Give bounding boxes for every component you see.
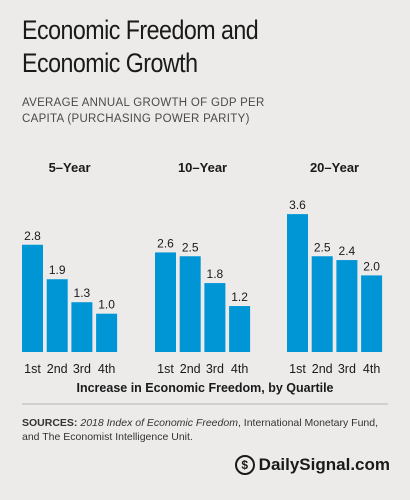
title-line-2: Economic Growth [22,48,198,78]
chart-subtitle: AVERAGE ANNUAL GROWTH OF GDP PER CAPITA … [22,95,392,127]
bar [361,275,383,352]
bar-value-label: 3.6 [289,198,306,212]
bar-value-label: 2.5 [314,240,331,254]
category-tick-label: 4th [363,362,380,376]
category-tick-label: 1st [157,362,174,376]
bar [46,279,68,352]
category-tick-label: 2nd [180,362,201,376]
sources-label: SOURCES: [22,417,78,429]
panel-title: 10–Year [178,160,227,175]
category-tick-label: 4th [231,362,248,376]
brand-name: DailySignal.com [258,455,390,474]
bar-value-label: 1.9 [49,263,66,277]
category-tick-label: 1st [289,362,306,376]
subtitle-line-1: AVERAGE ANNUAL GROWTH OF GDP PER [22,97,265,109]
bar [155,252,176,352]
bar [204,283,226,352]
subtitle-line-2: CAPITA (PURCHASING POWER PARITY) [22,113,250,125]
category-tick-label: 3rd [73,362,91,376]
panel-title: 5–Year [49,160,91,175]
bar-value-label: 2.6 [157,236,174,250]
bar-value-label: 1.0 [98,298,115,312]
sources-rest: , International Monetary Fund, and The E… [22,417,379,443]
bar-value-label: 1.2 [231,290,248,304]
category-tick-label: 2nd [47,362,68,376]
category-tick-label: 3rd [338,362,356,376]
category-tick-label: 2nd [312,362,333,376]
category-tick-label: 1st [24,362,41,376]
bar [336,260,358,352]
chart-title: Economic Freedom and Economic Growth [22,14,340,80]
title-line-1: Economic Freedom and [22,15,259,45]
bar-value-label: 2.5 [182,240,199,254]
bar [311,256,333,352]
x-axis-label: Increase in Economic Freedom, by Quartil… [76,381,333,395]
brand-logo: $ DailySignal.com [234,455,390,475]
bar-value-label: 2.4 [339,244,356,258]
bar-value-label: 2.0 [363,259,380,273]
bar-value-label: 2.8 [24,229,41,243]
category-tick-label: 3rd [206,362,224,376]
bar [287,214,308,352]
sources-note: SOURCES: 2018 Index of Economic Freedom,… [22,416,392,444]
sources-index-title: 2018 Index of Economic Freedom [80,417,238,429]
bar [229,306,251,352]
bar-value-label: 1.8 [207,267,224,281]
bar [22,244,43,352]
panel-title: 20–Year [310,160,359,175]
bar-value-label: 1.3 [74,286,91,300]
bar [96,313,118,352]
dollar-logo-icon: $ [234,455,255,475]
bar [179,256,201,352]
bar [71,302,93,352]
category-tick-label: 4th [98,362,115,376]
